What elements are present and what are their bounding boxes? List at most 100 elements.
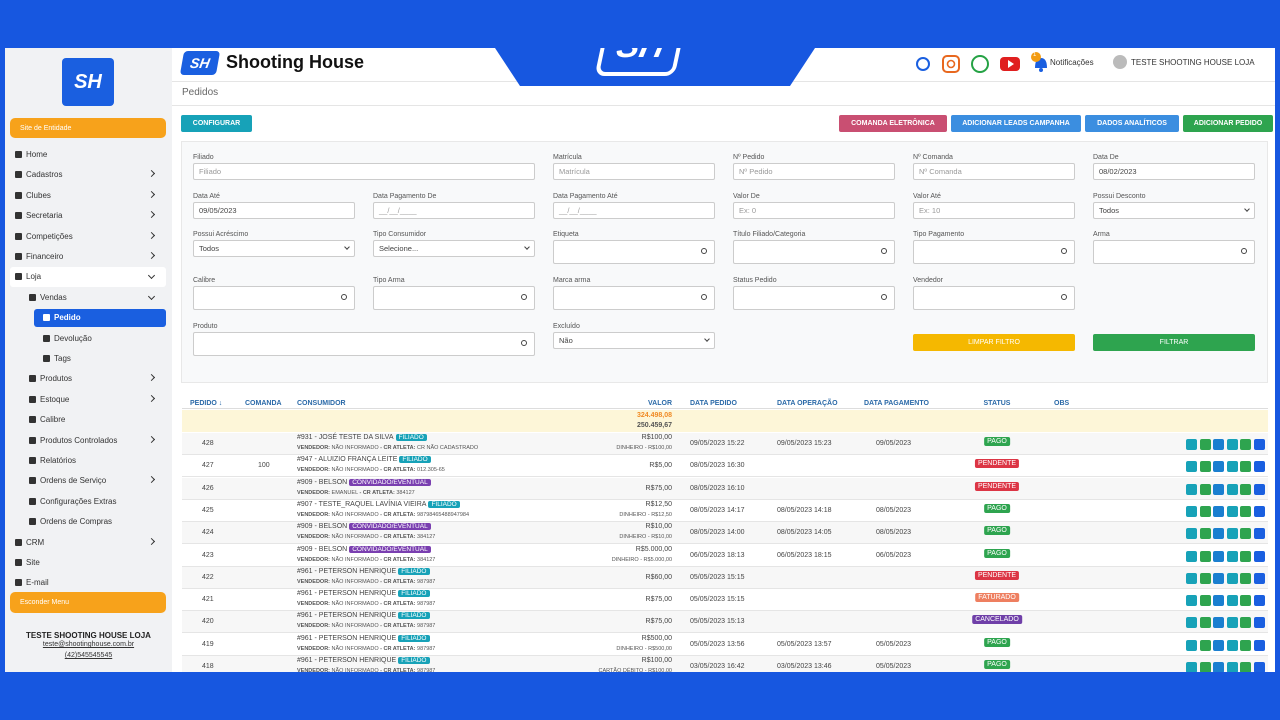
action-icon[interactable] [1186,483,1197,495]
action-icon[interactable] [1226,505,1238,517]
action-icon[interactable] [1213,617,1224,629]
action-icon[interactable] [1186,662,1197,672]
filter-search[interactable] [1093,240,1255,264]
menu-item[interactable]: Tags [54,354,71,363]
action-button[interactable]: ADICIONAR LEADS CAMPANHA [951,115,1081,132]
action-icon[interactable] [1253,639,1265,651]
action-icon[interactable] [1253,439,1265,450]
filter-select[interactable]: Todos [1093,202,1255,219]
action-icon[interactable] [1226,483,1238,495]
filter-input[interactable]: Filiado [193,163,535,180]
filter-select[interactable]: Todos [193,240,355,257]
action-icon[interactable] [1253,505,1265,517]
action-icon[interactable] [1253,617,1265,629]
action-icon[interactable] [1199,595,1211,607]
menu-item[interactable]: Vendas [40,292,67,302]
menu-item[interactable]: Estoque [40,394,70,404]
action-icon[interactable] [1253,595,1265,607]
action-icon[interactable] [1240,595,1251,607]
action-icon[interactable] [1226,572,1238,584]
action-icon[interactable] [1199,662,1211,672]
action-icon[interactable] [1240,505,1251,517]
action-icon[interactable] [1213,505,1224,517]
filter-input[interactable]: __/__/____ [553,202,715,219]
hide-menu-button[interactable]: Esconder Menu [10,592,166,613]
action-icon[interactable] [1226,439,1238,450]
action-icon[interactable] [1240,662,1251,672]
action-icon[interactable] [1226,662,1238,672]
action-icon[interactable] [1199,617,1211,629]
menu-item[interactable]: Site [26,558,40,567]
action-icon[interactable] [1199,528,1211,540]
action-icon[interactable] [1240,617,1251,629]
filter-search[interactable] [733,240,895,264]
bell-icon[interactable] [1031,52,1051,74]
action-icon[interactable] [1240,639,1251,651]
menu-item[interactable]: Produtos [40,374,73,384]
filter-search[interactable] [913,286,1075,310]
action-icon[interactable] [1226,550,1238,562]
menu-item[interactable]: Cadastros [26,170,63,180]
action-icon[interactable] [1240,439,1251,450]
filter-search[interactable] [193,332,535,356]
filter-input[interactable]: Nº Comanda [913,163,1075,180]
filter-search[interactable] [193,286,355,310]
action-button[interactable]: DADOS ANALÍTICOS [1085,115,1179,132]
filter-search[interactable] [733,286,895,310]
menu-item[interactable]: Ordens de Compras [40,517,113,527]
action-icon[interactable] [1240,550,1251,562]
action-button[interactable]: COMANDA ELETRÔNICA [839,115,947,132]
action-icon[interactable] [1186,461,1197,473]
menu-item[interactable]: Pedido [54,313,81,323]
menu-item[interactable]: CRM [26,537,45,547]
menu-item[interactable]: E-mail [26,578,49,588]
action-icon[interactable] [1186,572,1197,584]
action-icon[interactable] [1199,505,1211,517]
filter-input[interactable]: Ex: 0 [733,202,895,219]
action-icon[interactable] [1186,617,1197,629]
action-icon[interactable] [1199,483,1211,495]
action-icon[interactable] [1213,662,1224,672]
filter-value[interactable]: 08/02/2023 [1093,163,1255,180]
menu-item[interactable]: Calibre [40,415,66,425]
filter-select[interactable]: Não [553,332,715,349]
action-icon[interactable] [1199,550,1211,562]
action-icon[interactable] [1213,461,1224,473]
action-icon[interactable] [1253,662,1265,672]
filter-select[interactable]: Selecione... [373,240,535,257]
menu-item[interactable]: Relatórios [40,456,77,465]
action-icon[interactable] [1186,550,1197,562]
menu-item[interactable]: Loja [26,272,42,282]
action-icon[interactable] [1253,461,1265,473]
action-button[interactable]: ADICIONAR PEDIDO [1183,115,1273,132]
action-icon[interactable] [1199,639,1211,651]
action-icon[interactable] [1226,639,1238,651]
menu-item[interactable]: Produtos Controlados [40,435,118,445]
filter-input[interactable]: __/__/____ [373,202,535,219]
menu-item[interactable]: Secretaria [26,211,63,221]
menu-item[interactable]: Clubes [26,190,51,200]
notifications[interactable]: Notificações [1050,58,1094,67]
action-icon[interactable] [1240,528,1251,540]
action-icon[interactable] [1213,439,1224,450]
filter-search[interactable] [553,286,715,310]
action-icon[interactable] [1186,595,1197,607]
action-icon[interactable] [1253,483,1265,495]
action-icon[interactable] [1199,461,1211,473]
site-button[interactable]: Site de Entidade [10,118,166,138]
user-menu[interactable]: TESTE SHOOTING HOUSE LOJA [1131,58,1255,67]
filter-search[interactable] [553,240,715,264]
action-icon[interactable] [1240,483,1251,495]
filter-input[interactable]: Ex: 10 [913,202,1075,219]
action-icon[interactable] [1186,528,1197,540]
action-icon[interactable] [1226,528,1238,540]
filter-input[interactable]: Nº Pedido [733,163,895,180]
action-icon[interactable] [1213,572,1224,584]
action-icon[interactable] [1213,550,1224,562]
filter-button[interactable]: LIMPAR FILTRO [913,334,1075,351]
action-icon[interactable] [1240,461,1251,473]
menu-item[interactable]: Competições [26,231,73,241]
action-icon[interactable] [1253,528,1265,540]
action-icon[interactable] [1213,595,1224,607]
menu-item[interactable]: Home [26,150,48,159]
